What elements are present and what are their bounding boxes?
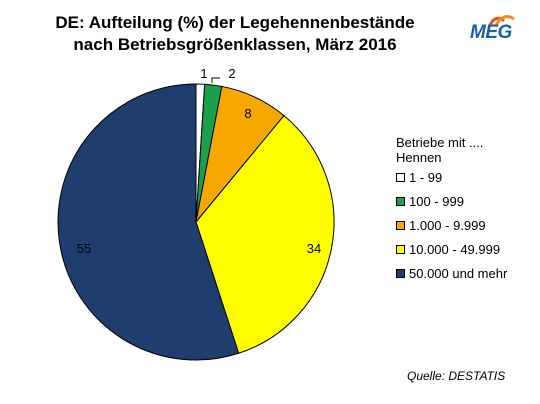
title-line-1: DE: Aufteilung (%) der Legehennenbeständ… — [55, 13, 415, 32]
legend-item: 1 - 99 — [396, 165, 516, 189]
data-label: 34 — [307, 241, 321, 256]
legend-label: 1 - 99 — [409, 169, 443, 185]
logo-text: MEG — [470, 22, 512, 43]
data-label: 1 — [200, 66, 207, 81]
pie-slice — [195, 114, 335, 354]
legend-label: 100 - 999 — [409, 193, 464, 209]
legend-items: 1 - 99 100 - 999 1.000 - 9.999 10.000 - 49.… — [396, 165, 516, 285]
legend: Betriebe mit .... Hennen 1 - 99 100 - 999… — [396, 135, 516, 285]
legend-label: 1.000 - 9.999 — [409, 217, 486, 233]
legend-item: 1.000 - 9.999 — [396, 213, 516, 237]
data-label: 55 — [77, 241, 91, 256]
legend-item: 100 - 999 — [396, 189, 516, 213]
legend-swatch — [396, 220, 405, 230]
title-line-2: nach Betriebsgrößenklassen, März 2016 — [73, 35, 397, 54]
chart-title: DE: Aufteilung (%) der Legehennenbeständ… — [40, 12, 430, 56]
source-note: Quelle: DESTATIS — [407, 369, 506, 383]
legend-title: Betriebe mit .... Hennen — [396, 135, 516, 165]
legend-item: 10.000 - 49.999 — [396, 237, 516, 261]
legend-label: 10.000 - 49.999 — [409, 241, 501, 257]
legend-item: 50.000 und mehr — [396, 261, 516, 285]
legend-swatch — [396, 172, 405, 182]
legend-swatch — [396, 196, 405, 206]
leader-line — [211, 77, 220, 83]
legend-label: 50.000 und mehr — [409, 265, 508, 281]
legend-swatch — [396, 268, 405, 278]
meg-logo: MEG — [470, 12, 530, 43]
legend-title-line-2: Hennen — [396, 150, 442, 165]
data-label: 8 — [244, 106, 251, 121]
data-label: 2 — [228, 66, 235, 81]
legend-title-line-1: Betriebe mit .... — [396, 135, 484, 150]
pie-slice — [57, 83, 240, 361]
legend-swatch — [396, 244, 405, 254]
logo-flame-icon — [488, 15, 515, 26]
